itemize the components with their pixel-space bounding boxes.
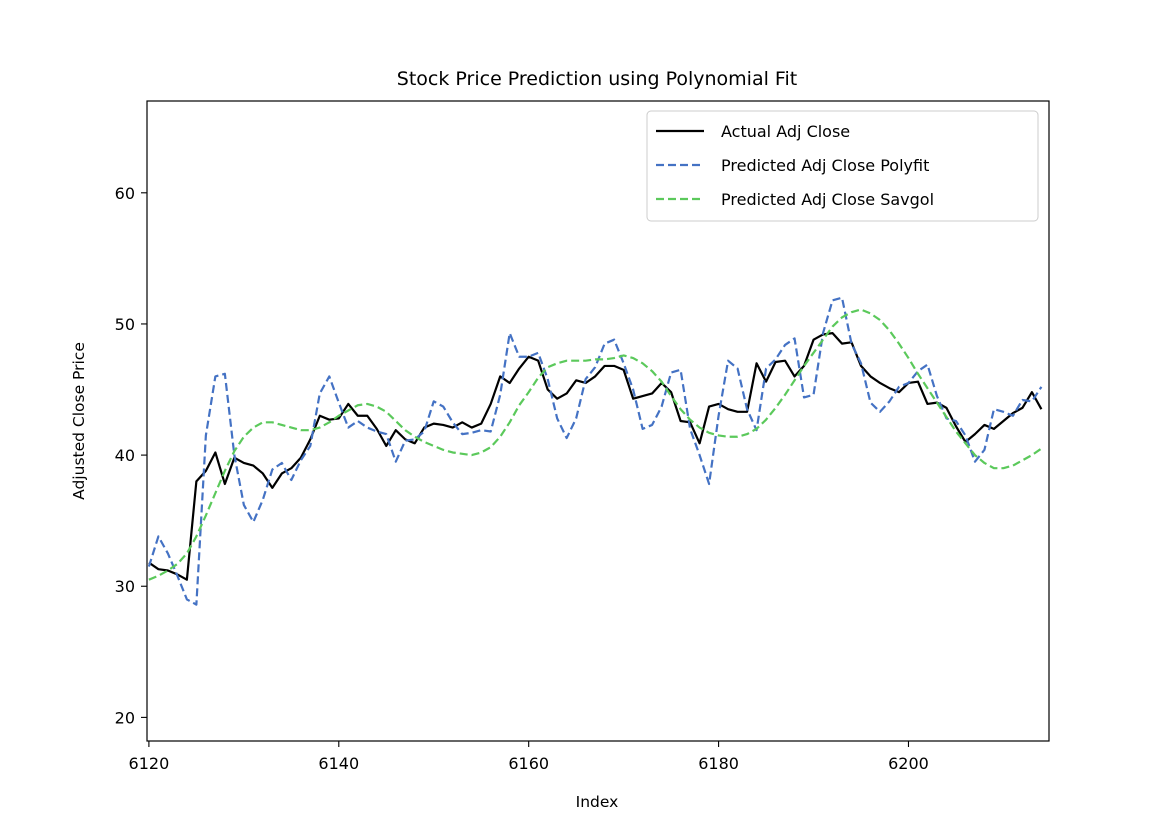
y-tick-label: 50 xyxy=(115,315,135,334)
y-tick-label: 20 xyxy=(115,708,135,727)
series-layer xyxy=(147,296,1043,606)
series-line-polyfit xyxy=(147,296,1043,606)
x-tick-label: 6160 xyxy=(508,754,549,773)
y-tick-label: 30 xyxy=(115,577,135,596)
legend-label-savgol: Predicted Adj Close Savgol xyxy=(721,190,934,209)
plot-area-frame xyxy=(146,100,1050,742)
chart-title: Stock Price Prediction using Polynomial … xyxy=(397,68,797,90)
x-axis-ticks: 6120 6140 6160 6180 6200 xyxy=(129,741,929,773)
legend-label-polyfit: Predicted Adj Close Polyfit xyxy=(721,156,929,175)
x-tick-label: 6180 xyxy=(698,754,739,773)
legend-box xyxy=(646,110,1039,222)
legend: Actual Adj Close Predicted Adj Close Pol… xyxy=(646,110,1039,222)
y-axis-label: Adjusted Close Price xyxy=(70,342,88,500)
x-tick-label: 6200 xyxy=(888,754,929,773)
series-line-actual xyxy=(148,332,1043,581)
y-axis-ticks: 20 30 40 50 60 xyxy=(115,184,147,727)
x-tick-label: 6140 xyxy=(318,754,359,773)
x-axis-label: Index xyxy=(576,793,619,811)
series-line-savgol xyxy=(148,308,1043,581)
y-tick-label: 40 xyxy=(115,446,135,465)
y-tick-label: 60 xyxy=(115,184,135,203)
legend-label-actual: Actual Adj Close xyxy=(721,122,850,141)
x-tick-label: 6120 xyxy=(129,754,170,773)
